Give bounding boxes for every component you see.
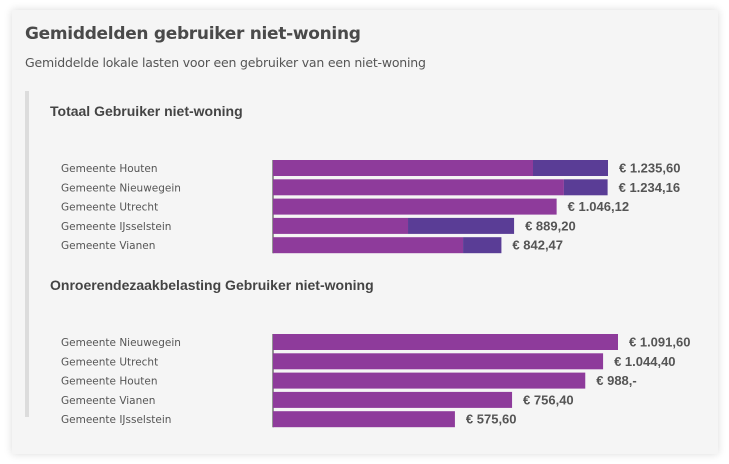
section-accent-bar bbox=[25, 91, 29, 417]
bar-segment bbox=[533, 160, 608, 176]
value-label: € 988,- bbox=[596, 373, 636, 388]
bar-segment bbox=[273, 198, 557, 215]
category-label: Gemeente Houten bbox=[61, 163, 158, 175]
card-title: Gemiddelden gebruiker niet-woning bbox=[25, 24, 361, 44]
category-label: Gemeente Houten bbox=[61, 376, 158, 388]
chart-2-title: Onroerendezaakbelasting Gebruiker niet-w… bbox=[50, 277, 374, 293]
bar-segment bbox=[273, 160, 534, 176]
category-label: Gemeente Vianen bbox=[61, 395, 155, 407]
category-label: Gemeente Utrecht bbox=[61, 356, 158, 368]
bar-segment bbox=[273, 334, 618, 350]
bar-segment bbox=[273, 353, 604, 370]
bar-segment bbox=[408, 217, 515, 234]
category-label: Gemeente Utrecht bbox=[61, 202, 158, 214]
bar-segment bbox=[273, 391, 513, 408]
bar-segment bbox=[563, 179, 608, 196]
bar-segment bbox=[463, 237, 502, 254]
value-label: € 1.091,60 bbox=[629, 335, 690, 350]
category-label: Gemeente Nieuwegein bbox=[61, 337, 181, 349]
value-label: € 1.235,60 bbox=[619, 161, 680, 176]
bar-segment bbox=[273, 179, 564, 196]
bar-segment bbox=[273, 372, 586, 389]
bar-segment bbox=[273, 411, 455, 428]
value-label: € 1.046,12 bbox=[568, 199, 629, 214]
value-label: € 889,20 bbox=[525, 218, 576, 233]
bar-segment bbox=[273, 237, 464, 254]
value-label: € 1.044,40 bbox=[614, 354, 675, 369]
category-label: Gemeente Nieuwegein bbox=[61, 182, 181, 194]
value-label: € 756,40 bbox=[523, 392, 574, 407]
category-label: Gemeente IJsselstein bbox=[61, 221, 171, 233]
category-label: Gemeente IJsselstein bbox=[61, 414, 171, 426]
category-label: Gemeente Vianen bbox=[61, 240, 155, 252]
value-label: € 842,47 bbox=[512, 238, 563, 253]
card-subtitle: Gemiddelde lokale lasten voor een gebrui… bbox=[25, 55, 426, 70]
bar-segment bbox=[273, 217, 409, 234]
value-label: € 1.234,16 bbox=[619, 180, 680, 195]
chart-1-title: Totaal Gebruiker niet-woning bbox=[50, 103, 243, 119]
value-label: € 575,60 bbox=[466, 412, 517, 427]
